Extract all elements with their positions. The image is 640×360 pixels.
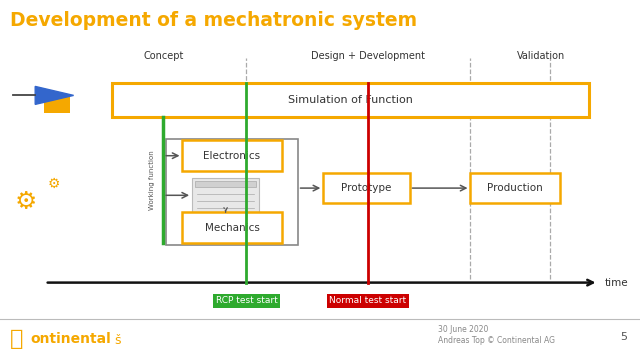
FancyBboxPatch shape (323, 173, 410, 203)
Text: Andreas Top © Continental AG: Andreas Top © Continental AG (438, 336, 556, 345)
Text: Simulation of Function: Simulation of Function (288, 95, 413, 105)
Text: Design + Development: Design + Development (311, 51, 425, 61)
Text: Ⓒ: Ⓒ (10, 329, 23, 349)
Text: Working function: Working function (148, 150, 155, 210)
Text: Production: Production (487, 183, 543, 193)
Polygon shape (35, 86, 74, 104)
Text: Validation: Validation (516, 51, 565, 61)
FancyBboxPatch shape (195, 181, 256, 187)
Text: Prototype: Prototype (341, 183, 392, 193)
Text: RCP test start: RCP test start (216, 296, 277, 305)
Text: 5: 5 (621, 332, 627, 342)
Text: Mechanics: Mechanics (205, 223, 259, 233)
Text: š: š (114, 334, 120, 347)
Text: Development of a mechatronic system: Development of a mechatronic system (10, 11, 417, 30)
Text: ⚙: ⚙ (15, 190, 36, 213)
Text: ⚙: ⚙ (48, 177, 61, 190)
FancyBboxPatch shape (44, 96, 70, 113)
FancyBboxPatch shape (182, 212, 282, 243)
FancyBboxPatch shape (112, 83, 589, 117)
Text: ontinental: ontinental (31, 333, 111, 346)
Text: Normal test start: Normal test start (330, 296, 406, 305)
FancyBboxPatch shape (470, 173, 560, 203)
Text: time: time (605, 278, 628, 288)
FancyBboxPatch shape (192, 178, 259, 212)
Text: 30 June 2020: 30 June 2020 (438, 325, 489, 334)
Text: Electronics: Electronics (204, 151, 260, 161)
FancyBboxPatch shape (182, 140, 282, 171)
Text: Concept: Concept (143, 51, 184, 61)
